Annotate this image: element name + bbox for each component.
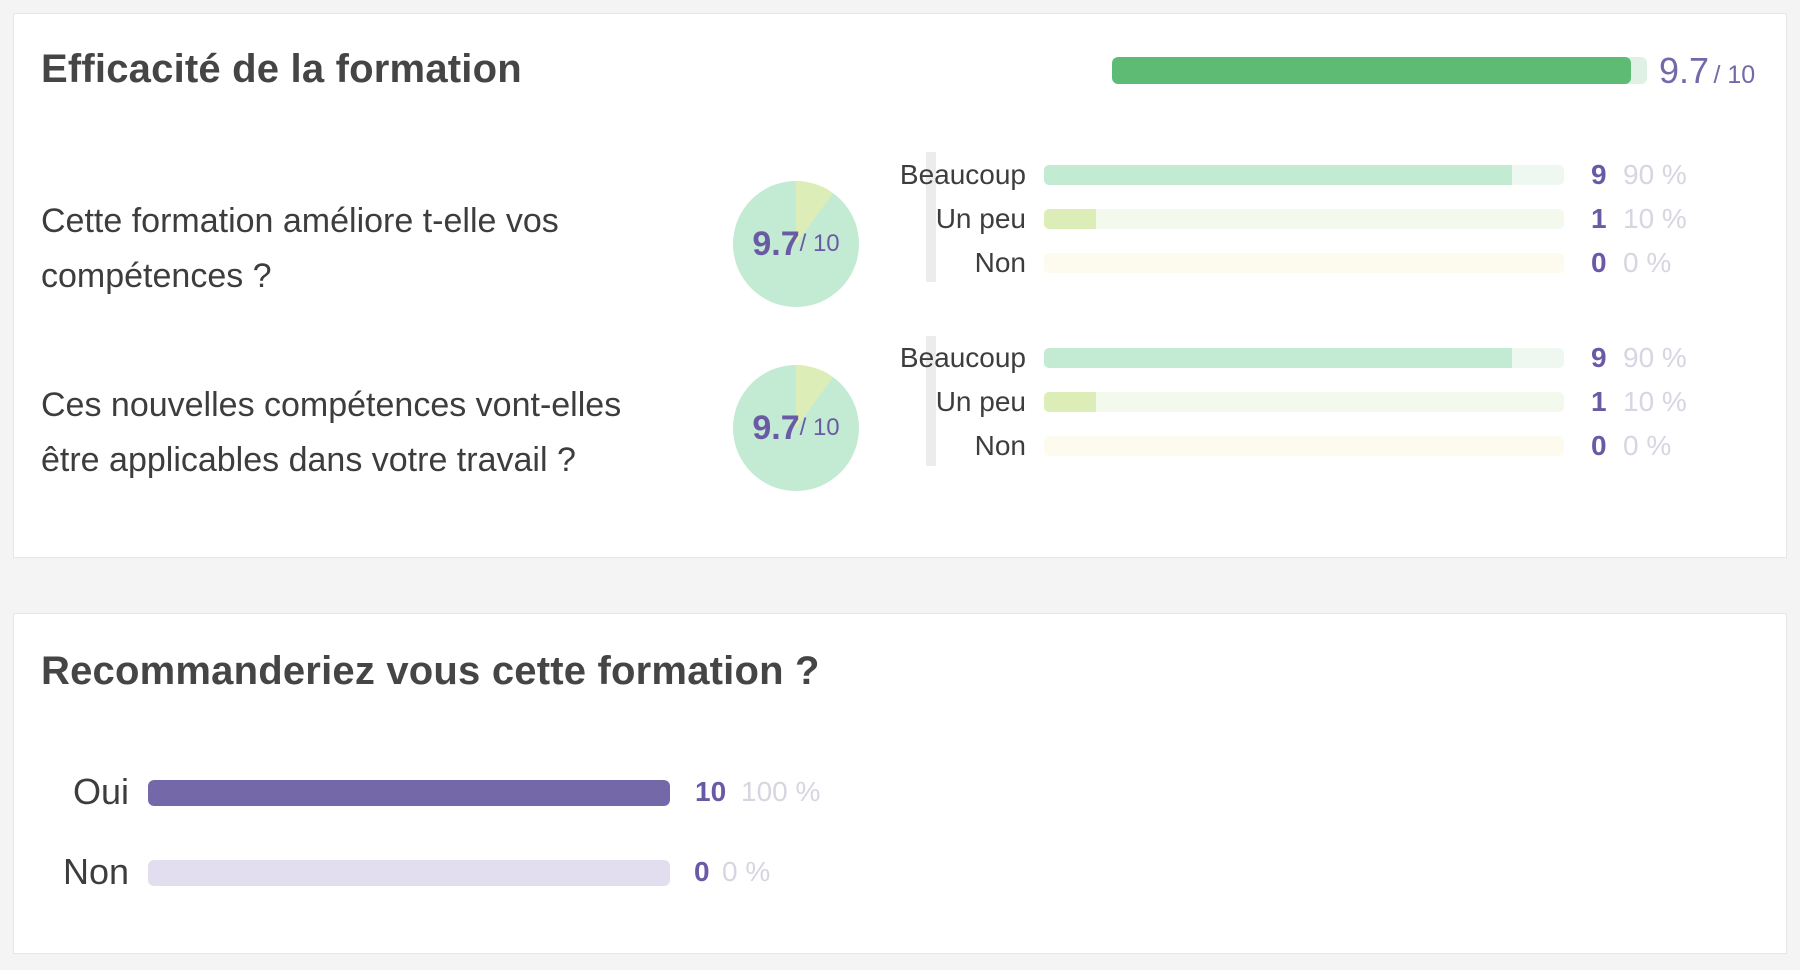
answer-bar-fill	[1044, 165, 1512, 185]
answer-label: Non	[974, 247, 1026, 278]
answer-bar-fill	[1044, 348, 1512, 368]
question-1-answer-un-peu: Un peu 1 10 %	[936, 197, 1784, 241]
recommendation-label: Non	[62, 851, 129, 892]
answer-bar	[1044, 165, 1564, 185]
answer-percent: 10 %	[1623, 203, 1687, 234]
question-2-divider	[926, 336, 936, 466]
question-2-answer-non: Non 0 0 %	[944, 424, 1784, 468]
answer-label: Un peu	[935, 386, 1026, 417]
recommendation-percent: 0 %	[722, 856, 771, 887]
answer-bar	[1044, 348, 1564, 368]
answer-bar	[1044, 209, 1564, 229]
recommendation-count: 0	[694, 856, 710, 887]
recommendation-count: 10	[695, 776, 727, 807]
question-2-score-value: 9.7	[752, 408, 800, 447]
answer-bar	[1044, 436, 1564, 456]
recommendation-bar	[148, 860, 670, 886]
recommendation-card: Recommanderiez vous cette formation ? Ou…	[13, 613, 1787, 954]
overall-score-max: / 10	[1713, 61, 1756, 89]
question-2-text: Ces nouvelles compétences vont-elles êtr…	[41, 386, 622, 479]
answer-count: 9	[1591, 159, 1607, 190]
answer-label: Non	[974, 430, 1026, 461]
answer-label: Beaucoup	[899, 342, 1026, 373]
recommendation-title: Recommanderiez vous cette formation ?	[41, 649, 820, 693]
question-1-score-value: 9.7	[752, 224, 800, 263]
answer-label: Beaucoup	[899, 159, 1026, 190]
question-2-score-max: / 10	[799, 414, 840, 441]
answer-percent: 0 %	[1623, 430, 1672, 461]
answer-bar	[1044, 253, 1564, 273]
question-1-answer-beaucoup: Beaucoup 9 90 %	[900, 153, 1784, 197]
question-2-score: 9.7/ 10	[733, 365, 859, 491]
answer-count: 9	[1591, 342, 1607, 373]
recommendation-bar	[148, 780, 670, 806]
answer-count: 1	[1591, 386, 1607, 417]
answer-percent: 10 %	[1623, 386, 1687, 417]
question-2-answer-un-peu: Un peu 1 10 %	[936, 380, 1784, 424]
question-1-answer-non: Non 0 0 %	[944, 241, 1784, 285]
overall-score: 9.7 / 10	[1659, 50, 1755, 92]
answer-count: 0	[1591, 430, 1607, 461]
answer-percent: 90 %	[1623, 159, 1687, 190]
recommendation-bar-fill	[148, 780, 670, 806]
question-1-text: Cette formation améliore t-elle vos comp…	[41, 202, 559, 295]
overall-score-bar	[1112, 57, 1647, 84]
overall-score-bar-fill	[1112, 57, 1631, 84]
answer-bar	[1044, 392, 1564, 412]
recommendation-label: Oui	[72, 771, 129, 812]
answer-bar-fill	[1044, 209, 1096, 229]
question-2-answer-beaucoup: Beaucoup 9 90 %	[900, 336, 1784, 380]
question-1-divider	[926, 152, 936, 282]
answer-count: 0	[1591, 247, 1607, 278]
effectiveness-card: Efficacité de la formation 9.7 / 10 Cett…	[13, 13, 1787, 558]
answer-percent: 0 %	[1623, 247, 1672, 278]
effectiveness-title: Efficacité de la formation	[41, 47, 522, 91]
question-1-score: 9.7/ 10	[733, 181, 859, 307]
answer-count: 1	[1591, 203, 1607, 234]
recommendation-percent: 100 %	[741, 776, 821, 807]
answer-label: Un peu	[935, 203, 1026, 234]
answer-bar-fill	[1044, 392, 1096, 412]
question-1-score-pie	[733, 181, 859, 307]
overall-score-value: 9.7	[1659, 50, 1710, 91]
question-1-score-max: / 10	[799, 230, 840, 257]
recommendation-answer-non: Non 0 0 %	[41, 842, 941, 902]
question-2-score-pie	[733, 365, 859, 491]
recommendation-answer-oui: Oui 10 100 %	[41, 762, 941, 822]
answer-percent: 90 %	[1623, 342, 1687, 373]
